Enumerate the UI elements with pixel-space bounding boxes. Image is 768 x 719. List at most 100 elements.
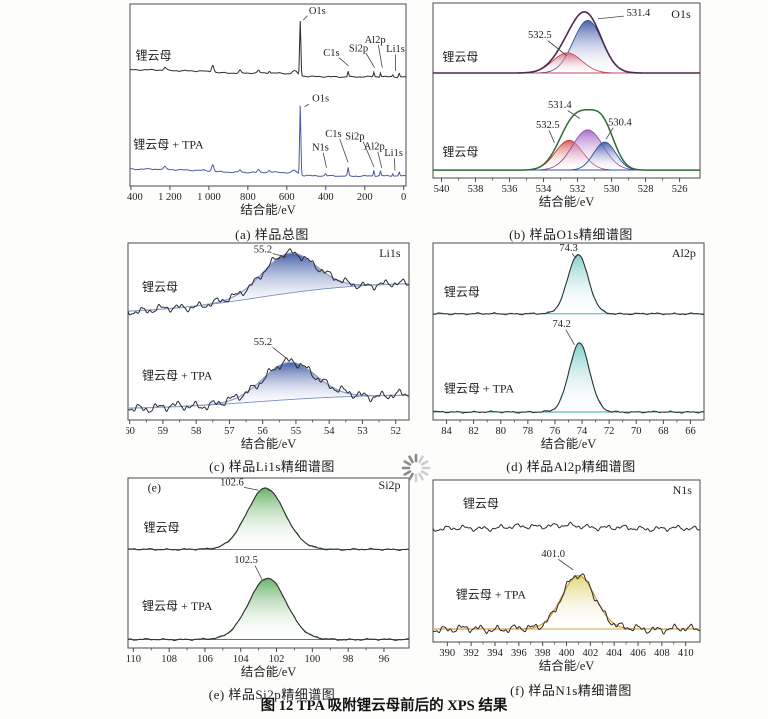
svg-text:锂云母: 锂云母 [142, 279, 178, 294]
svg-text:84: 84 [441, 426, 452, 437]
panel-f-plot: 390 392 394 396 398 400 402 404 406 408 410 结合能/eV N… [432, 479, 701, 673]
svg-text:396: 396 [511, 648, 527, 659]
svg-text:Si2p: Si2p [345, 132, 364, 143]
loading-spinner-icon [401, 453, 431, 483]
panel-f-caption: (f) 样品N1s精细谱图 [510, 683, 632, 698]
svg-text:O1s: O1s [312, 93, 329, 104]
svg-text:锂云母 + TPA: 锂云母 + TPA [456, 586, 527, 601]
svg-text:锂云母: 锂云母 [463, 496, 499, 511]
svg-text:78: 78 [523, 426, 534, 437]
svg-text:Li1s: Li1s [386, 44, 405, 55]
svg-text:74: 74 [577, 426, 588, 437]
panel-f-n1s: 390 392 394 396 398 400 402 404 406 408 410 结合能/eV N… [431, 474, 711, 699]
svg-text:(e): (e) [148, 481, 161, 495]
panel-d-plot: 84 82 80 78 76 74 72 70 68 66 结合能/eV Al2p 锂云母 74.3 锂云母… [432, 242, 705, 451]
svg-text:锂云母: 锂云母 [442, 49, 478, 64]
svg-text:530: 530 [604, 184, 620, 195]
svg-text:540: 540 [434, 184, 450, 195]
svg-text:58: 58 [191, 426, 202, 437]
svg-text:600: 600 [279, 192, 295, 203]
svg-text:108: 108 [161, 654, 177, 665]
svg-text:Li1s: Li1s [384, 148, 403, 159]
svg-text:800: 800 [240, 192, 256, 203]
svg-text:531.4: 531.4 [548, 100, 572, 111]
svg-text:N1s: N1s [673, 483, 693, 497]
svg-text:82: 82 [468, 426, 479, 437]
svg-text:400: 400 [559, 648, 575, 659]
svg-text:74.3: 74.3 [559, 243, 577, 254]
svg-text:392: 392 [463, 648, 479, 659]
svg-text:534: 534 [536, 184, 553, 195]
svg-text:102: 102 [269, 654, 285, 665]
panel-b-caption: (b) 样品O1s精细谱图 [509, 227, 633, 242]
svg-text:66: 66 [685, 426, 696, 437]
panel-c-li1s: 60 59 58 57 56 55 54 53 52 结合能/eV Li1s 锂云母 55.2 锂云母 +… [126, 239, 418, 475]
svg-text:C1s: C1s [325, 129, 341, 140]
svg-text:102.6: 102.6 [220, 478, 244, 489]
svg-text:96: 96 [379, 654, 390, 665]
svg-text:1 200: 1 200 [158, 192, 182, 203]
svg-text:404: 404 [606, 648, 623, 659]
svg-text:532: 532 [570, 184, 586, 195]
svg-text:98: 98 [343, 654, 354, 665]
svg-text:结合能/eV: 结合能/eV [541, 436, 597, 451]
svg-text:锂云母 + TPA: 锂云母 + TPA [142, 367, 213, 382]
svg-text:1 400: 1 400 [126, 192, 143, 203]
svg-text:锂云母: 锂云母 [136, 48, 172, 63]
svg-text:Al2p: Al2p [364, 142, 385, 153]
svg-text:C1s: C1s [323, 48, 339, 59]
svg-text:0: 0 [401, 192, 406, 203]
svg-text:Li1s: Li1s [379, 246, 401, 260]
svg-text:锂云母 + TPA: 锂云母 + TPA [142, 598, 213, 613]
svg-text:76: 76 [550, 426, 561, 437]
svg-text:532.5: 532.5 [536, 120, 560, 131]
svg-text:57: 57 [224, 426, 235, 437]
svg-text:60: 60 [126, 426, 135, 437]
svg-text:O1s: O1s [309, 6, 326, 17]
svg-text:390: 390 [439, 648, 455, 659]
svg-text:锂云母 + TPA: 锂云母 + TPA [444, 381, 515, 396]
svg-text:1 000: 1 000 [197, 192, 221, 203]
svg-text:536: 536 [502, 184, 518, 195]
panel-d-caption: (d) 样品Al2p精细谱图 [506, 459, 636, 474]
svg-text:结合能/eV: 结合能/eV [240, 202, 296, 217]
panel-a-survey: 1 400 1 200 1 000 800 600 400 200 0 结合能/eV 锂云母 O1s… [126, 0, 418, 243]
svg-text:531.4: 531.4 [627, 8, 651, 19]
svg-text:68: 68 [658, 426, 669, 437]
svg-text:400: 400 [318, 192, 334, 203]
svg-text:54: 54 [324, 426, 335, 437]
svg-text:102.5: 102.5 [234, 555, 258, 566]
svg-text:结合能/eV: 结合能/eV [539, 658, 595, 673]
svg-text:410: 410 [678, 648, 694, 659]
svg-text:55: 55 [291, 426, 302, 437]
svg-text:532.5: 532.5 [528, 30, 552, 41]
svg-text:526: 526 [672, 184, 688, 195]
svg-text:398: 398 [535, 648, 551, 659]
panel-a-plot: 1 400 1 200 1 000 800 600 400 200 0 结合能/eV 锂云母 O1s… [126, 3, 407, 217]
svg-text:394: 394 [487, 648, 504, 659]
svg-text:N1s: N1s [312, 143, 329, 154]
svg-text:结合能/eV: 结合能/eV [241, 436, 297, 451]
svg-text:Al2p: Al2p [672, 246, 696, 260]
panel-e-plot: 110 108 106 104 102 100 98 96 结合能/eV Si2p (e) 锂云母 10… [126, 477, 410, 679]
svg-text:530.4: 530.4 [608, 118, 632, 129]
panel-e-si2p: 110 108 106 104 102 100 98 96 结合能/eV Si2p (e) 锂云母 10… [126, 474, 418, 703]
svg-text:结合能/eV: 结合能/eV [241, 664, 297, 679]
svg-text:52: 52 [390, 426, 401, 437]
svg-text:72: 72 [604, 426, 615, 437]
svg-text:538: 538 [468, 184, 484, 195]
svg-text:106: 106 [197, 654, 213, 665]
svg-text:Si2p: Si2p [379, 478, 401, 492]
svg-text:结合能/eV: 结合能/eV [539, 194, 595, 209]
panel-d-al2p: 84 82 80 78 76 74 72 70 68 66 结合能/eV Al2p 锂云母 74.3 锂云母… [431, 239, 711, 475]
svg-text:56: 56 [257, 426, 268, 437]
svg-text:锂云母: 锂云母 [143, 520, 179, 535]
svg-text:70: 70 [631, 426, 642, 437]
svg-text:55.2: 55.2 [254, 337, 272, 348]
panel-c-caption: (c) 样品Li1s精细谱图 [209, 459, 335, 474]
svg-text:59: 59 [158, 426, 169, 437]
figure-caption: 图 12 TPA 吸附锂云母前后的 XPS 结果 [260, 698, 508, 714]
svg-text:100: 100 [304, 654, 320, 665]
svg-text:O1s: O1s [671, 7, 691, 21]
